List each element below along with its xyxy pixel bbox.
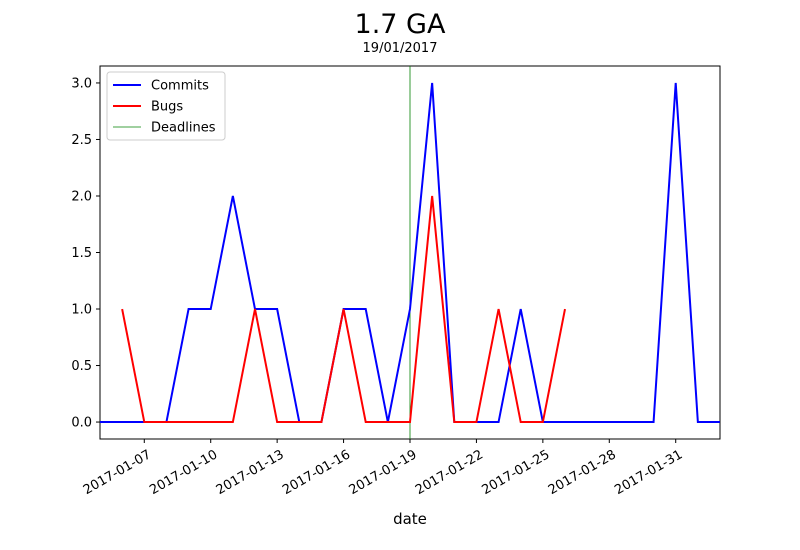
x-axis: 2017-01-072017-01-102017-01-132017-01-16… <box>81 439 685 498</box>
series-lines <box>99 66 721 439</box>
y-tick-label: 3.0 <box>71 76 92 91</box>
legend-label: Deadlines <box>151 121 216 136</box>
x-axis-label: date <box>393 510 427 528</box>
y-tick-label: 0.0 <box>71 416 92 431</box>
x-tick-label: 2017-01-19 <box>347 447 420 498</box>
y-axis: 0.0 0.5 1.0 1.5 2.0 2.5 3.0 <box>71 76 100 431</box>
legend-frame <box>106 71 226 141</box>
legend: Commits Bugs Deadlines <box>106 71 226 141</box>
x-tick-label: 2017-01-28 <box>546 447 619 498</box>
y-tick-label: 1.5 <box>71 246 92 261</box>
chart-title: 1.7 GA <box>355 9 446 40</box>
y-tick-label: 2.5 <box>71 133 92 148</box>
legend-label: Bugs <box>151 100 183 115</box>
x-tick-label: 2017-01-13 <box>214 447 287 498</box>
x-tick-label: 2017-01-07 <box>81 447 154 498</box>
y-tick-label: 2.0 <box>71 189 92 204</box>
x-tick-label: 2017-01-10 <box>147 447 220 498</box>
x-tick-label: 2017-01-31 <box>612 447 685 498</box>
y-tick-label: 1.0 <box>71 303 92 318</box>
x-tick-label: 2017-01-16 <box>280 447 353 498</box>
x-tick-label: 2017-01-22 <box>413 447 486 498</box>
x-tick-label: 2017-01-25 <box>479 447 552 498</box>
legend-label: Commits <box>151 79 209 94</box>
y-tick-label: 0.5 <box>71 359 92 374</box>
chart-subtitle: 19/01/2017 <box>363 41 438 56</box>
